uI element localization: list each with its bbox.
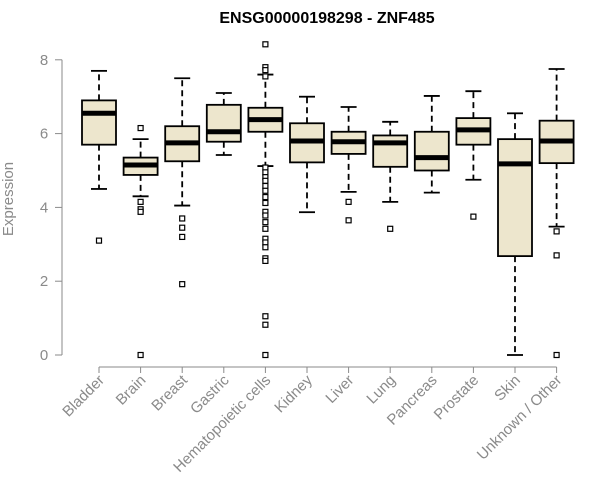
outlier-point [262, 41, 269, 48]
iqr-box [497, 138, 533, 258]
outlier-point [137, 124, 144, 132]
y-tick-label: 8 [40, 52, 48, 69]
outlier-point [179, 224, 186, 231]
outlier-point [262, 73, 269, 80]
y-axis: 0 2 4 6 8 [40, 52, 63, 364]
box-breast [164, 77, 201, 288]
outlier-point [262, 225, 269, 232]
outlier-point [137, 208, 144, 215]
outlier-point [262, 313, 269, 320]
x-tick-label-prostate: Prostate [431, 372, 483, 424]
box-bladder [81, 69, 117, 244]
outlier-point [179, 233, 186, 241]
y-tick-label: 2 [40, 273, 48, 290]
outlier-point [262, 177, 269, 184]
outlier-point [179, 215, 186, 222]
box-hematopoietic-cells [247, 41, 284, 359]
x-tick-label-bladder: Bladder [59, 372, 108, 421]
outlier-point [95, 237, 103, 244]
x-tick-label-kidney: Kidney [271, 371, 316, 416]
y-axis-label: Expression [0, 162, 17, 236]
outlier-point [553, 252, 560, 259]
x-tick-label-brain: Brain [113, 372, 150, 409]
box-brain [122, 124, 159, 359]
x-tick-label-lung: Lung [363, 372, 399, 408]
outlier-point [345, 198, 352, 205]
box-pancreas [413, 95, 450, 194]
x-tick-label-skin: Skin [491, 372, 524, 405]
y-tick-label: 6 [40, 126, 48, 143]
y-tick-label: 4 [40, 199, 48, 216]
outlier-point [470, 213, 477, 220]
box-gastric [205, 92, 242, 156]
iqr-box [81, 99, 117, 146]
iqr-box [372, 134, 409, 168]
x-tick-label-breast: Breast [148, 371, 191, 414]
outlier-point [262, 212, 269, 219]
outlier-point [262, 199, 269, 207]
outlier-point [553, 351, 560, 359]
boxes-layer [81, 41, 575, 359]
outlier-point [262, 257, 269, 265]
outlier-point [179, 281, 186, 288]
box-prostate [455, 90, 492, 220]
outlier-point [262, 321, 269, 328]
box-kidney [289, 95, 325, 214]
outlier-point [262, 67, 269, 74]
outlier-point [137, 351, 144, 359]
box-lung [372, 120, 409, 232]
iqr-box [413, 130, 450, 172]
box-liver [330, 106, 367, 224]
box-unknown-other [538, 68, 575, 359]
outlier-point [262, 187, 269, 194]
outlier-point [553, 228, 560, 235]
outlier-point [262, 219, 269, 226]
y-tick-label: 0 [40, 347, 48, 364]
outlier-point [262, 193, 269, 201]
x-tick-label-liver: Liver [322, 372, 357, 407]
outlier-point [387, 225, 394, 232]
box-skin [497, 112, 533, 356]
iqr-box [205, 103, 242, 143]
outlier-point [262, 351, 269, 359]
outlier-point [262, 244, 269, 251]
chart-title: ENSG00000198298 - ZNF485 [219, 10, 434, 27]
outlier-point [345, 217, 352, 224]
outlier-point [137, 198, 144, 205]
